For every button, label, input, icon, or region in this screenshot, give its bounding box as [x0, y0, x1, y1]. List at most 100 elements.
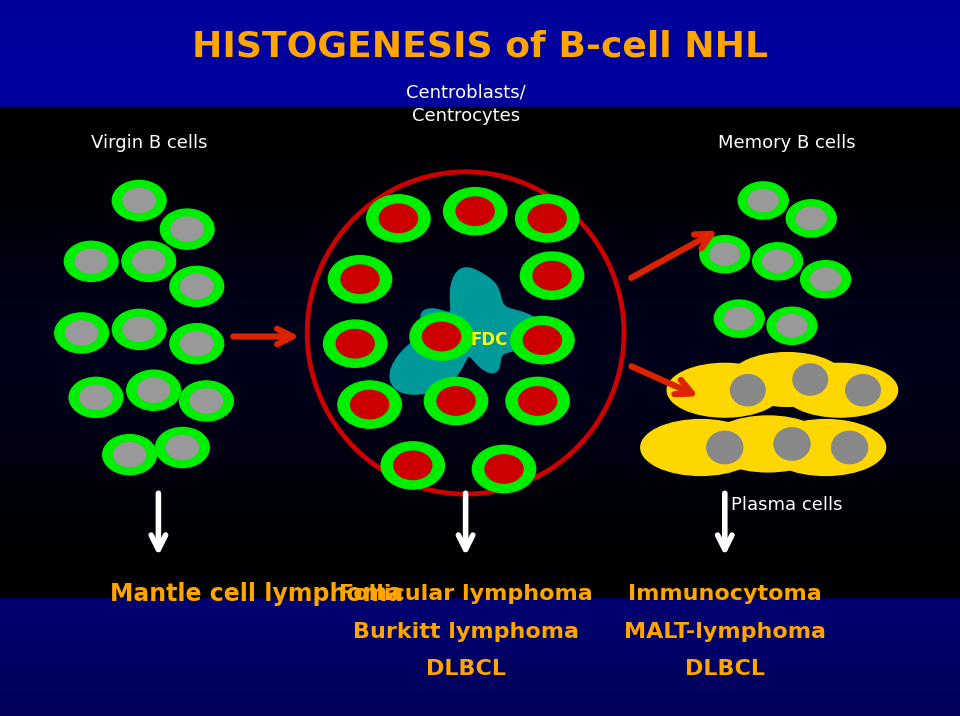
Bar [0, 84, 960, 95]
Circle shape [80, 385, 112, 410]
Bar [0, 692, 960, 704]
Ellipse shape [774, 427, 810, 460]
Text: Virgin B cells: Virgin B cells [90, 134, 207, 153]
Bar [0, 238, 960, 251]
Bar [0, 585, 960, 596]
Circle shape [724, 307, 755, 330]
Ellipse shape [708, 416, 828, 472]
Bar [0, 406, 960, 417]
Bar [0, 489, 960, 501]
Circle shape [777, 314, 807, 337]
Circle shape [171, 217, 204, 241]
Circle shape [170, 324, 224, 364]
Bar [0, 382, 960, 394]
Bar [0, 215, 960, 227]
Circle shape [738, 182, 788, 219]
Circle shape [472, 445, 536, 493]
Bar [0, 143, 960, 155]
Ellipse shape [667, 363, 782, 417]
Polygon shape [390, 268, 542, 394]
Bar [0, 573, 960, 585]
Circle shape [132, 249, 165, 274]
Circle shape [753, 243, 803, 280]
Bar [0, 155, 960, 167]
Bar [0, 155, 960, 167]
Bar [0, 394, 960, 406]
Bar [0, 299, 960, 310]
Circle shape [511, 316, 574, 364]
Circle shape [350, 390, 389, 419]
Ellipse shape [793, 364, 828, 395]
Bar [0, 453, 960, 465]
Bar [0, 513, 960, 525]
Text: FDC: FDC [471, 331, 508, 349]
Circle shape [748, 189, 779, 212]
Circle shape [65, 321, 98, 345]
Bar [0, 286, 960, 299]
Bar [0, 310, 960, 322]
Bar [0, 346, 960, 358]
Bar [0, 120, 960, 131]
Bar [0, 442, 960, 453]
Bar [0, 346, 960, 358]
Bar [0, 95, 960, 107]
Circle shape [324, 320, 387, 367]
Bar [0, 107, 960, 120]
Circle shape [137, 378, 170, 402]
Bar [0, 430, 960, 442]
Bar [0, 59, 960, 72]
Bar [0, 489, 960, 501]
Circle shape [518, 387, 557, 415]
Circle shape [69, 377, 123, 417]
Circle shape [180, 274, 213, 299]
Ellipse shape [782, 363, 898, 417]
Bar [0, 549, 960, 561]
Text: Mantle cell lymphoma: Mantle cell lymphoma [110, 582, 403, 606]
Circle shape [533, 261, 571, 290]
Bar [0, 310, 960, 322]
Circle shape [714, 300, 764, 337]
Bar [0, 525, 960, 537]
Bar [0, 227, 960, 238]
Bar [0, 632, 960, 644]
Bar [0, 573, 960, 585]
Bar [0, 131, 960, 143]
Circle shape [786, 200, 836, 237]
Bar [0, 609, 960, 621]
Bar [0, 36, 960, 48]
Text: MALT-lymphoma: MALT-lymphoma [624, 621, 826, 642]
Bar [0, 286, 960, 299]
Circle shape [166, 435, 199, 460]
Circle shape [123, 188, 156, 213]
Bar [0, 179, 960, 191]
Circle shape [170, 266, 224, 306]
Circle shape [338, 381, 401, 428]
Circle shape [75, 249, 108, 274]
Text: DLBCL: DLBCL [684, 659, 765, 679]
Bar [0, 417, 960, 430]
Bar [0, 0, 960, 12]
Circle shape [456, 197, 494, 226]
Bar [0, 167, 960, 179]
Circle shape [160, 209, 214, 249]
Circle shape [796, 207, 827, 230]
Circle shape [112, 180, 166, 221]
Circle shape [762, 250, 793, 273]
Circle shape [341, 265, 379, 294]
Bar [0, 370, 960, 382]
Bar [0, 358, 960, 370]
Bar [0, 131, 960, 143]
Bar [0, 107, 960, 120]
Circle shape [422, 322, 461, 351]
Bar [0, 24, 960, 36]
Circle shape [379, 204, 418, 233]
Circle shape [127, 370, 180, 410]
Bar [0, 442, 960, 453]
Circle shape [123, 317, 156, 342]
Bar [0, 596, 960, 609]
Bar [0, 274, 960, 286]
Ellipse shape [641, 420, 760, 475]
Bar [0, 537, 960, 549]
Bar [0, 406, 960, 417]
Bar [0, 549, 960, 561]
